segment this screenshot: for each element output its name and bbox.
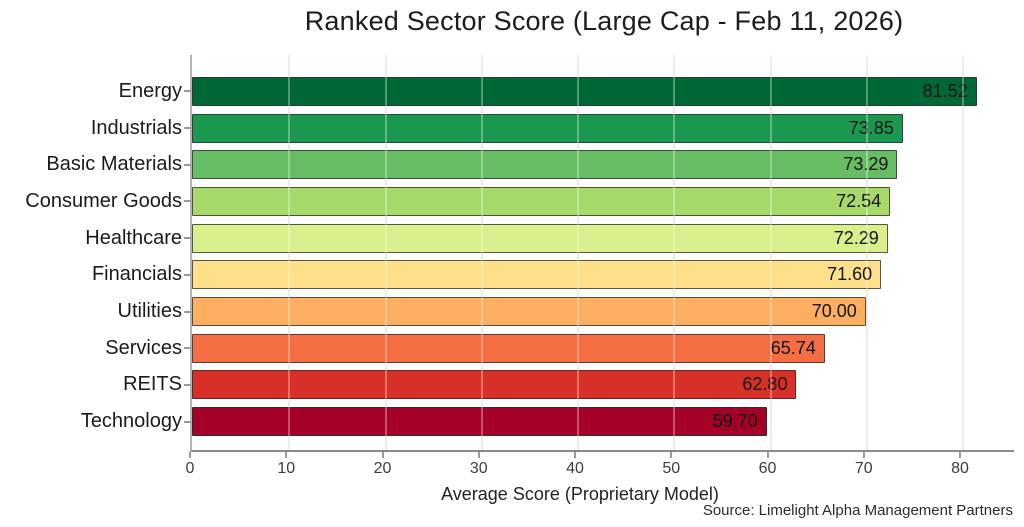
bar-value-label: 71.60	[827, 264, 873, 285]
bar-row: 62.80	[184, 367, 1014, 404]
x-axis-label: Average Score (Proprietary Model)	[441, 484, 719, 504]
bar-industrials: 73.85	[192, 113, 903, 143]
category-label: Technology	[80, 410, 182, 433]
x-tick-label: 50	[662, 460, 681, 477]
gridline-overlay	[577, 55, 579, 450]
bar-row: 73.85	[184, 110, 1014, 147]
y-label-row: Industrials	[0, 110, 182, 147]
category-label: Basic Materials	[46, 153, 182, 176]
gridline-overlay	[962, 55, 965, 450]
bar-value-label: 81.52	[922, 80, 968, 101]
bar-value-label: 65.74	[770, 337, 816, 358]
x-tick-label: 70	[854, 460, 873, 477]
x-tick-mark	[670, 452, 673, 458]
x-tick-mark	[285, 452, 288, 458]
bar-value-label: 73.85	[848, 117, 894, 138]
bar-services: 65.74	[192, 333, 825, 363]
x-tick-mark	[381, 452, 384, 458]
y-tick-mark	[184, 273, 191, 276]
bar-row: 71.60	[184, 257, 1014, 294]
bar-value-label: 73.29	[843, 154, 889, 175]
x-tick-mark	[766, 452, 769, 458]
source-note: Source: Limelight Alpha Management Partn…	[702, 502, 1013, 519]
bar-row: 70.00	[184, 293, 1014, 330]
bar-energy: 81.52	[192, 76, 977, 106]
y-label-row: Financials	[0, 257, 182, 294]
bar-value-label: 72.54	[836, 190, 882, 211]
bar-value-label: 62.80	[742, 374, 788, 395]
x-tick-label: 0	[185, 460, 195, 477]
chart-title: Ranked Sector Score (Large Cap - Feb 11,…	[304, 6, 904, 36]
bar-row: 72.54	[184, 183, 1014, 220]
category-label: Utilities	[117, 300, 182, 323]
gridline-overlay	[769, 55, 772, 450]
bar-row: 81.52	[184, 73, 1014, 110]
gridline	[962, 55, 965, 450]
y-tick-mark	[184, 347, 191, 350]
y-label-row: Healthcare	[0, 220, 182, 257]
bar-financials: 71.60	[192, 260, 882, 290]
x-tick-label: 80	[951, 460, 969, 477]
y-tick-mark	[184, 383, 191, 386]
y-label-row: Basic Materials	[0, 146, 182, 183]
x-tick-mark	[959, 452, 962, 458]
y-tick-mark	[184, 127, 191, 130]
bar-row: 73.29	[184, 146, 1014, 183]
bar-value-label: 70.00	[811, 301, 857, 322]
x-tick-label: 40	[566, 460, 584, 477]
gridline-overlay	[288, 55, 291, 450]
y-label-row: Consumer Goods	[0, 183, 182, 220]
category-label: Financials	[91, 263, 182, 286]
y-tick-mark	[184, 310, 191, 313]
bar-series: 81.52 73.85 73.29 72.54 72.29 71.60 70.00 65.74…	[184, 55, 1014, 450]
bar-value-label: 72.29	[833, 227, 879, 248]
gridline-overlay	[673, 55, 676, 450]
x-axis: 0 10 20 30 40 50 60 70 80	[186, 452, 1012, 482]
bar-utilities: 70.00	[192, 297, 866, 327]
gridline-overlay	[480, 55, 483, 450]
bar-row: 65.74	[184, 330, 1014, 367]
y-label-row: Energy	[0, 73, 182, 110]
bar-healthcare: 72.29	[192, 223, 888, 253]
y-tick-mark	[184, 200, 191, 203]
bar-basic-materials: 73.29	[192, 150, 898, 180]
bar-technology: 59.70	[192, 407, 767, 437]
category-label: Energy	[118, 79, 182, 102]
x-tick-label: 30	[469, 460, 488, 477]
y-tick-mark	[184, 237, 191, 240]
y-tick-mark	[184, 90, 191, 93]
x-tick-mark	[862, 452, 865, 458]
y-label-row: REITS	[0, 367, 182, 404]
bar-reits: 62.80	[192, 370, 797, 400]
gridline-overlay	[384, 55, 387, 450]
x-tick-mark	[189, 452, 191, 458]
y-label-row: Utilities	[0, 293, 182, 330]
bar-value-label: 59.70	[712, 411, 758, 432]
category-label: Consumer Goods	[25, 189, 182, 212]
y-axis-category-labels: Energy Industrials Basic Materials Consumer…	[0, 55, 182, 450]
category-label: Industrials	[90, 116, 182, 139]
x-tick-mark	[574, 452, 576, 458]
y-tick-mark	[184, 420, 191, 423]
y-label-row: Services	[0, 330, 182, 367]
x-tick-label: 20	[373, 460, 392, 477]
x-tick-label: 10	[277, 460, 296, 477]
y-label-row: Technology	[0, 403, 182, 440]
plot-area: 81.52 73.85 73.29 72.54 72.29 71.60 70.00 65.74…	[184, 55, 1014, 452]
bar-consumer-goods: 72.54	[192, 186, 891, 216]
bar-row: 59.70	[184, 403, 1014, 440]
x-tick-mark	[477, 452, 480, 458]
x-tick-label: 60	[758, 460, 777, 477]
y-tick-mark	[184, 163, 191, 166]
category-label: Services	[105, 336, 182, 359]
bar-row: 72.29	[184, 220, 1014, 257]
category-label: REITS	[123, 373, 182, 396]
gridline-overlay	[865, 55, 868, 450]
category-label: Healthcare	[85, 226, 182, 249]
